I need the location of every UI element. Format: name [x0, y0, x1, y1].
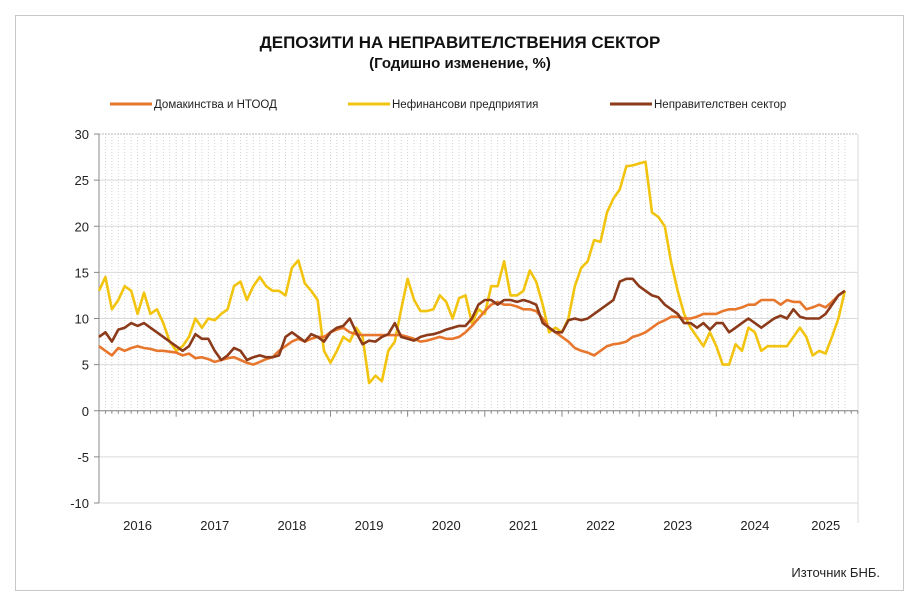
y-tick-label: 5 [82, 358, 89, 373]
y-tick-label: 10 [75, 312, 89, 327]
legend-label: Неправителствен сектор [654, 99, 786, 111]
y-tick-label: 30 [75, 127, 89, 142]
axes: 30 25 20 15 10 5 0 -5 -10 2016 2017 2018 2019 2020 202… [70, 127, 859, 533]
y-tick-label: 0 [82, 404, 89, 419]
source-note: Източник БНБ. [791, 565, 880, 580]
series-line-3 [98, 277, 846, 362]
x-year-label: 2018 [277, 518, 306, 533]
x-year-label: 2025 [811, 518, 840, 533]
series-line-2 [97, 160, 847, 385]
x-year-label: 2024 [740, 518, 769, 533]
x-year-label: 2020 [432, 518, 461, 533]
legend: Домакинства и НТООД Нефинансови предприят… [110, 99, 786, 111]
x-year-label: 2022 [586, 518, 615, 533]
x-year-label: 2017 [200, 518, 229, 533]
series-lines [97, 160, 847, 385]
y-tick-label: 25 [75, 173, 89, 188]
x-year-label: 2023 [663, 518, 692, 533]
x-year-label: 2019 [355, 518, 384, 533]
gridlines [98, 133, 859, 523]
legend-label: Нефинансови предприятия [392, 99, 538, 111]
chart-frame [15, 15, 904, 591]
chart-subtitle: (Годишно изменение, %) [369, 55, 551, 72]
y-tick-label: 20 [75, 219, 89, 234]
y-tick-label: -10 [70, 496, 89, 511]
y-tick-label: 15 [75, 265, 89, 280]
y-tick-label: -5 [77, 450, 89, 465]
x-year-label: 2016 [123, 518, 152, 533]
chart-title: ДЕПОЗИТИ НА НЕПРАВИТЕЛСТВЕНИЯ СЕКТОР [260, 33, 661, 52]
x-year-label: 2021 [509, 518, 538, 533]
legend-label: Домакинства и НТООД [154, 99, 277, 111]
